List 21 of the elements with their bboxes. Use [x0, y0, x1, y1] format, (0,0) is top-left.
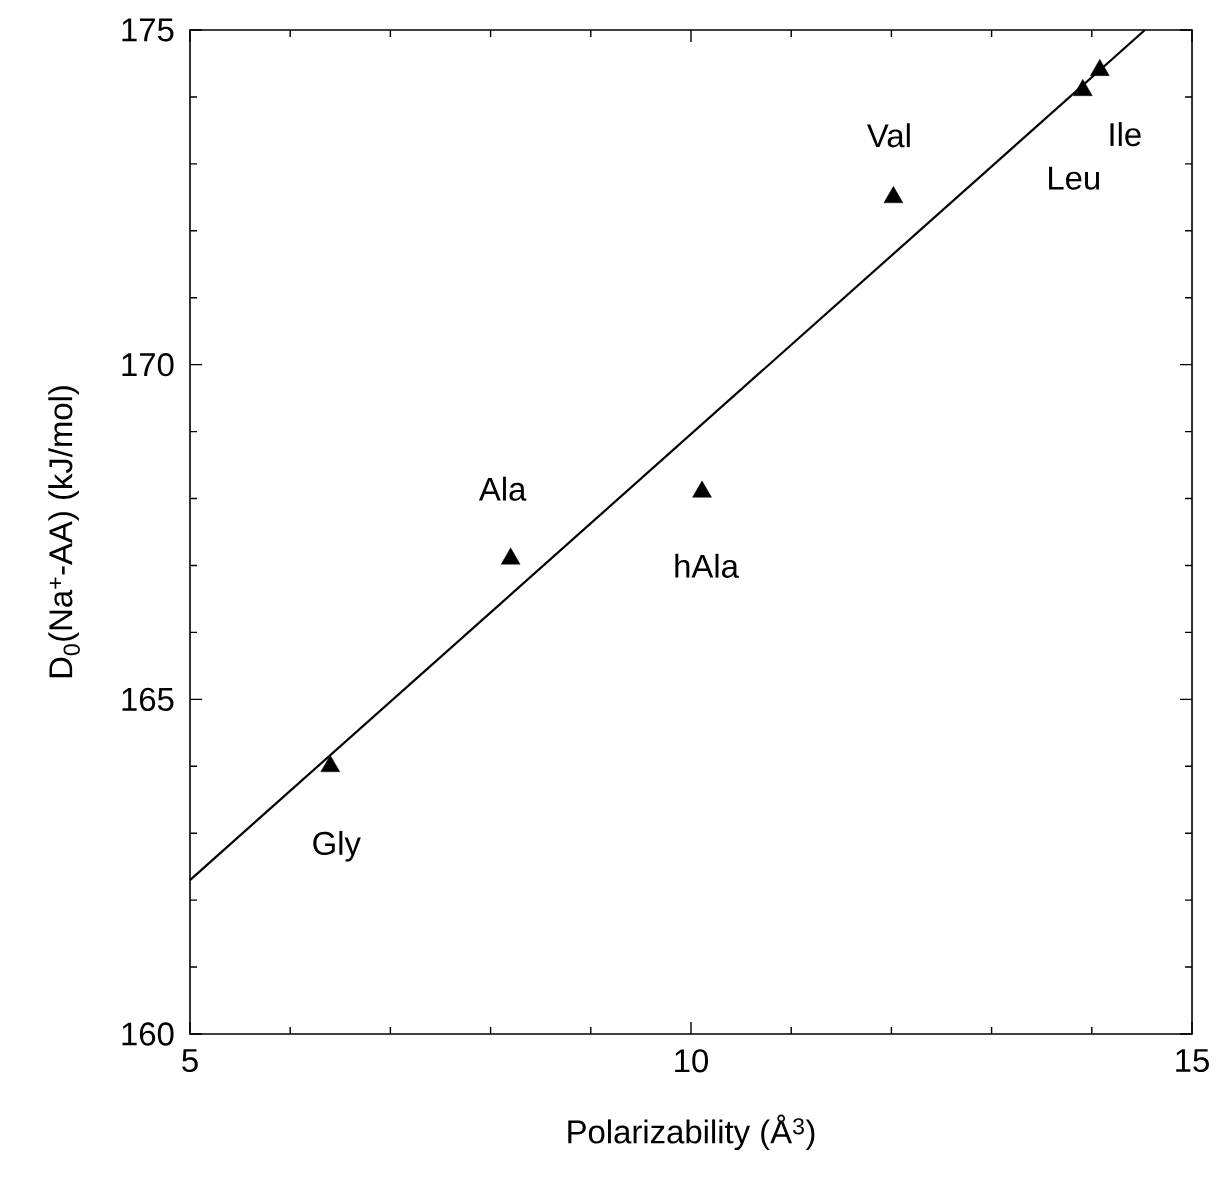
y-tick-label: 175	[122, 18, 174, 42]
x-tick-label: 10	[675, 1049, 708, 1073]
y-tick-label: 170	[122, 353, 174, 377]
x-axis-title: Polarizability (Å$^{3}$)	[568, 1114, 815, 1151]
annotation: Val	[867, 123, 910, 148]
point	[500, 547, 521, 565]
point	[320, 755, 340, 772]
annotation: Ala	[478, 476, 527, 501]
annotation: Gly	[313, 830, 361, 862]
annotation: Leu	[1049, 166, 1100, 190]
y-tick-label: 160	[122, 1022, 174, 1046]
y-tick-label: 165	[122, 687, 174, 711]
point	[692, 480, 712, 498]
point	[1073, 79, 1093, 96]
point	[1090, 58, 1110, 76]
x-tick-label: 15	[1176, 1049, 1209, 1073]
point	[883, 186, 904, 204]
annotation: Ile	[1110, 122, 1141, 147]
annotation: hAla	[675, 553, 739, 578]
x-tick-label: 5	[182, 1049, 198, 1073]
y-axis-title: D$_{0}$(Na$^{+}$-AA) (kJ/mol)	[48, 386, 80, 678]
